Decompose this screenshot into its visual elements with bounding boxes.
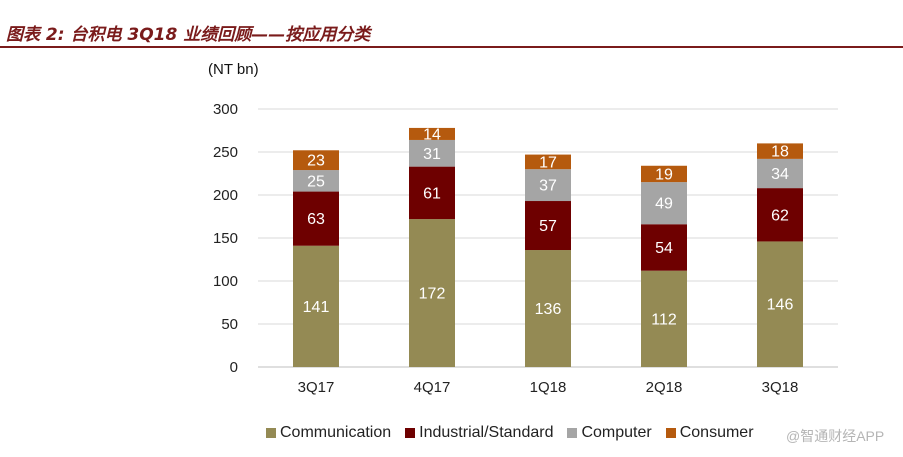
- legend-swatch: [567, 428, 578, 438]
- y-tick-label: 50: [221, 316, 238, 333]
- legend-item: Consumer: [665, 424, 754, 442]
- bar-segment: [757, 158, 803, 189]
- data-label: 141: [303, 299, 330, 316]
- data-label: 31: [423, 146, 441, 163]
- bar-segment: [409, 219, 455, 367]
- bar-segment: [409, 166, 455, 220]
- figure-title: 图表 2: 台积电 3Q18 业绩回顾——按应用分类: [6, 25, 371, 45]
- bars: 141 63 25 23 172 61 31 14 136 57 37 17 112 54 49 19 146 6…: [293, 126, 803, 367]
- bar-segment: [757, 188, 803, 242]
- data-label: 25: [307, 173, 325, 190]
- legend-item: Communication: [266, 424, 391, 442]
- y-unit-label: (NT bn): [208, 61, 259, 78]
- title-rule: [0, 46, 903, 48]
- bar-segment: [293, 191, 339, 246]
- legend-label: Industrial/Standard: [419, 424, 554, 441]
- data-label: 172: [419, 286, 446, 303]
- bar-segment: [409, 139, 455, 167]
- y-axis-ticks: 0 50 100 150 200 250 300: [213, 101, 238, 376]
- legend-item: Industrial/Standard: [405, 424, 553, 442]
- bar-segment: [525, 201, 571, 251]
- data-label: 62: [771, 207, 789, 224]
- x-tick-label: 1Q18: [530, 379, 567, 396]
- y-tick-label: 300: [213, 101, 238, 118]
- x-tick-label: 2Q18: [646, 379, 683, 396]
- data-label: 49: [655, 196, 673, 213]
- bar-segment: [641, 182, 687, 225]
- bar-segment: [757, 143, 803, 159]
- legend-label: Communication: [280, 424, 392, 441]
- data-label: 37: [539, 178, 557, 195]
- data-label: 112: [651, 311, 677, 328]
- legend-item: Computer: [567, 424, 652, 442]
- data-label: 19: [655, 166, 673, 183]
- bar-segment: [293, 150, 339, 171]
- bar-segment: [293, 245, 339, 367]
- y-tick-label: 250: [213, 144, 238, 161]
- bar-segment: [641, 270, 687, 367]
- x-tick-label: 4Q17: [414, 379, 451, 396]
- y-tick-label: 100: [213, 273, 238, 290]
- data-label: 14: [423, 126, 441, 143]
- data-label: 23: [307, 153, 325, 170]
- bar-segment: [409, 127, 455, 140]
- x-tick-label: 3Q18: [762, 379, 799, 396]
- bar-segment: [641, 224, 687, 271]
- data-label: 136: [535, 301, 562, 318]
- data-label: 54: [655, 240, 673, 257]
- x-axis-ticks: 3Q17 4Q17 1Q18 2Q18 3Q18: [298, 379, 799, 396]
- watermark: @智通财经APP: [786, 428, 885, 444]
- y-tick-label: 200: [213, 187, 238, 204]
- x-tick-label: 3Q17: [298, 379, 335, 396]
- legend-label: Computer: [581, 424, 652, 441]
- data-label: 57: [539, 218, 557, 235]
- bar-segment: [641, 165, 687, 183]
- y-tick-label: 150: [213, 230, 238, 247]
- data-label: 61: [423, 185, 441, 202]
- data-label: 34: [771, 166, 789, 183]
- bar-segment: [293, 170, 339, 192]
- data-label: 63: [307, 211, 325, 228]
- bar-segment: [525, 250, 571, 367]
- data-label: 17: [539, 154, 557, 171]
- data-label: 146: [767, 297, 794, 314]
- legend-swatch: [665, 428, 676, 438]
- bar-segment: [525, 154, 571, 170]
- legend-swatch: [266, 428, 276, 438]
- bar-segment: [525, 169, 571, 202]
- data-label: 18: [771, 144, 789, 161]
- y-tick-label: 0: [230, 359, 238, 376]
- legend: Communication Industrial/Standard Computer…: [266, 424, 768, 442]
- bar-segment: [757, 241, 803, 367]
- legend-swatch: [405, 428, 416, 438]
- legend-label: Consumer: [679, 424, 754, 441]
